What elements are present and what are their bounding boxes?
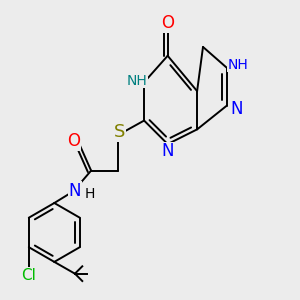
Text: O: O [67,132,80,150]
Text: S: S [113,123,125,141]
Text: O: O [161,14,174,32]
Text: N: N [161,142,174,160]
Text: NH: NH [228,58,249,72]
Text: N: N [231,100,243,118]
Text: N: N [69,182,81,200]
Text: H: H [85,187,95,201]
Text: NH: NH [126,74,147,88]
Text: Cl: Cl [21,268,36,283]
